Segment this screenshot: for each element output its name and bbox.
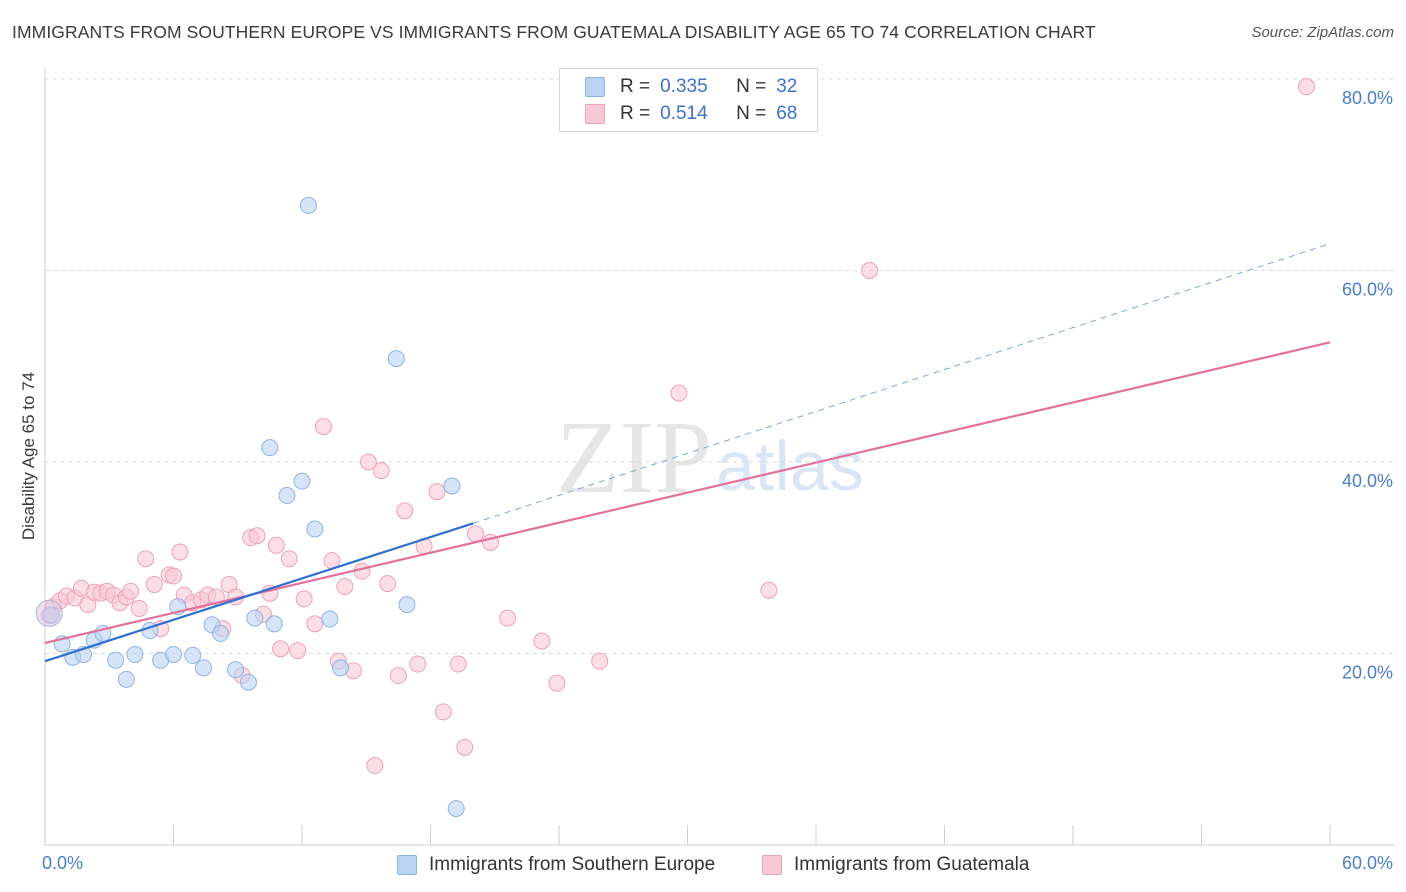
axes [44, 68, 1394, 846]
southern-europe-point [126, 645, 144, 663]
southern-europe-point [306, 520, 324, 538]
y-tick-label: 40.0% [1342, 471, 1393, 491]
guatemala-point [267, 536, 285, 554]
legend: R = 0.335 N = 32 R = 0.514 N = 68 [559, 68, 818, 132]
guatemala-point [248, 527, 266, 545]
bottom-legend-guatemala: Immigrants from Guatemala [762, 852, 1029, 878]
legend-r-value: 0.514 [660, 103, 708, 124]
legend-n-label: N = [736, 76, 767, 97]
source-label: Source: ZipAtlas.com [1251, 24, 1394, 41]
guatemala-point [306, 615, 324, 633]
southern-europe-point [117, 670, 135, 688]
chart-title: IMMIGRANTS FROM SOUTHERN EUROPE VS IMMIG… [12, 22, 1096, 42]
overlap-point [35, 599, 63, 627]
guatemala-point [861, 262, 879, 279]
legend-n-label: N = [736, 103, 767, 124]
trend-line-southern-europe [44, 522, 474, 663]
guatemala-point [359, 453, 377, 471]
guatemala-point [449, 655, 467, 673]
guatemala-point [171, 543, 189, 561]
guatemala-point [434, 703, 452, 721]
legend-r-value: 0.335 [660, 76, 708, 97]
y-tick-label: 80.0% [1342, 88, 1393, 108]
southern-europe-point [398, 596, 416, 614]
legend-r-label: R = [620, 76, 651, 97]
guatemala-point [130, 599, 148, 617]
tick-labels: 20.0% 40.0% 60.0% 80.0% 0.0% 60.0% [42, 88, 1393, 873]
guatemala-point [314, 418, 332, 436]
guatemala-point [1297, 78, 1315, 96]
watermark-atlas: atlas [716, 427, 864, 505]
guatemala-point [145, 576, 163, 594]
guatemala-point [533, 632, 551, 650]
x-tick-label: 60.0% [1342, 853, 1393, 873]
guatemala-point [591, 652, 609, 670]
southern-europe-point [278, 487, 296, 505]
y-axis-title: Disability Age 65 to 74 [19, 372, 38, 540]
gridlines [45, 78, 1394, 654]
bottom-legend-label: Immigrants from Southern Europe [429, 854, 716, 875]
guatemala-point [456, 738, 474, 756]
legend-n-value: 32 [776, 76, 798, 97]
southern-europe-point [239, 673, 257, 691]
guatemala-point [289, 642, 307, 660]
guatemala-point [428, 483, 446, 501]
legend-row-southern-europe: R = 0.335 N = 32 [585, 75, 798, 99]
guatemala-point [122, 582, 140, 600]
guatemala-point [396, 502, 414, 520]
guatemala-point [466, 525, 484, 543]
guatemala-point [379, 575, 397, 593]
legend-row-guatemala: R = 0.514 N = 68 [585, 102, 798, 126]
legend-n-value: 68 [776, 103, 798, 124]
guatemala-point [670, 384, 688, 402]
southern-europe-point [332, 659, 350, 677]
southern-europe-point [212, 624, 230, 642]
trend-lines [44, 243, 1331, 663]
southern-europe-point [443, 477, 461, 495]
southern-europe-point [447, 800, 465, 818]
guatemala-point [389, 667, 407, 685]
southern-europe-point [246, 609, 264, 627]
y-tick-label: 20.0% [1342, 663, 1393, 683]
guatemala-point [366, 757, 384, 775]
southern-europe-point [299, 196, 317, 214]
legend-swatch-pink [585, 104, 605, 124]
guatemala-point [548, 674, 566, 692]
bottom-legend-swatch-blue [397, 855, 417, 875]
trend-line-guatemala [44, 341, 1331, 645]
southern-europe-point [107, 651, 125, 669]
guatemala-point [165, 567, 182, 585]
southern-europe-point [194, 659, 212, 677]
southern-europe-point [387, 350, 405, 368]
legend-swatch-blue [585, 77, 605, 97]
bottom-legend-southern-europe: Immigrants from Southern Europe [397, 852, 715, 878]
southern-europe-point [293, 472, 311, 490]
guatemala-point [272, 640, 290, 658]
y-tick-label: 60.0% [1342, 280, 1393, 300]
legend-r-label: R = [620, 103, 651, 124]
trend-line-southern-europe-extension [473, 243, 1331, 524]
guatemala-point [409, 655, 427, 673]
watermark-zip: ZIP [556, 400, 712, 515]
guatemala-point [336, 577, 354, 595]
x-tick-label: 0.0% [42, 853, 83, 873]
guatemala-point [137, 550, 155, 568]
guatemala-point [280, 550, 298, 568]
southern-europe-point [184, 646, 202, 664]
southern-europe-point [261, 439, 279, 457]
watermark: ZIP atlas [556, 400, 864, 515]
guatemala-point [760, 581, 778, 599]
series-southern-europe-points [35, 196, 465, 818]
guatemala-point [372, 462, 390, 480]
southern-europe-point [165, 645, 182, 663]
guatemala-point [295, 590, 313, 608]
southern-europe-point [265, 615, 283, 633]
southern-europe-point [227, 661, 245, 679]
southern-europe-point [321, 610, 339, 628]
bottom-legend-label: Immigrants from Guatemala [794, 854, 1030, 875]
guatemala-point [499, 609, 517, 627]
bottom-legend-swatch-pink [762, 855, 782, 875]
